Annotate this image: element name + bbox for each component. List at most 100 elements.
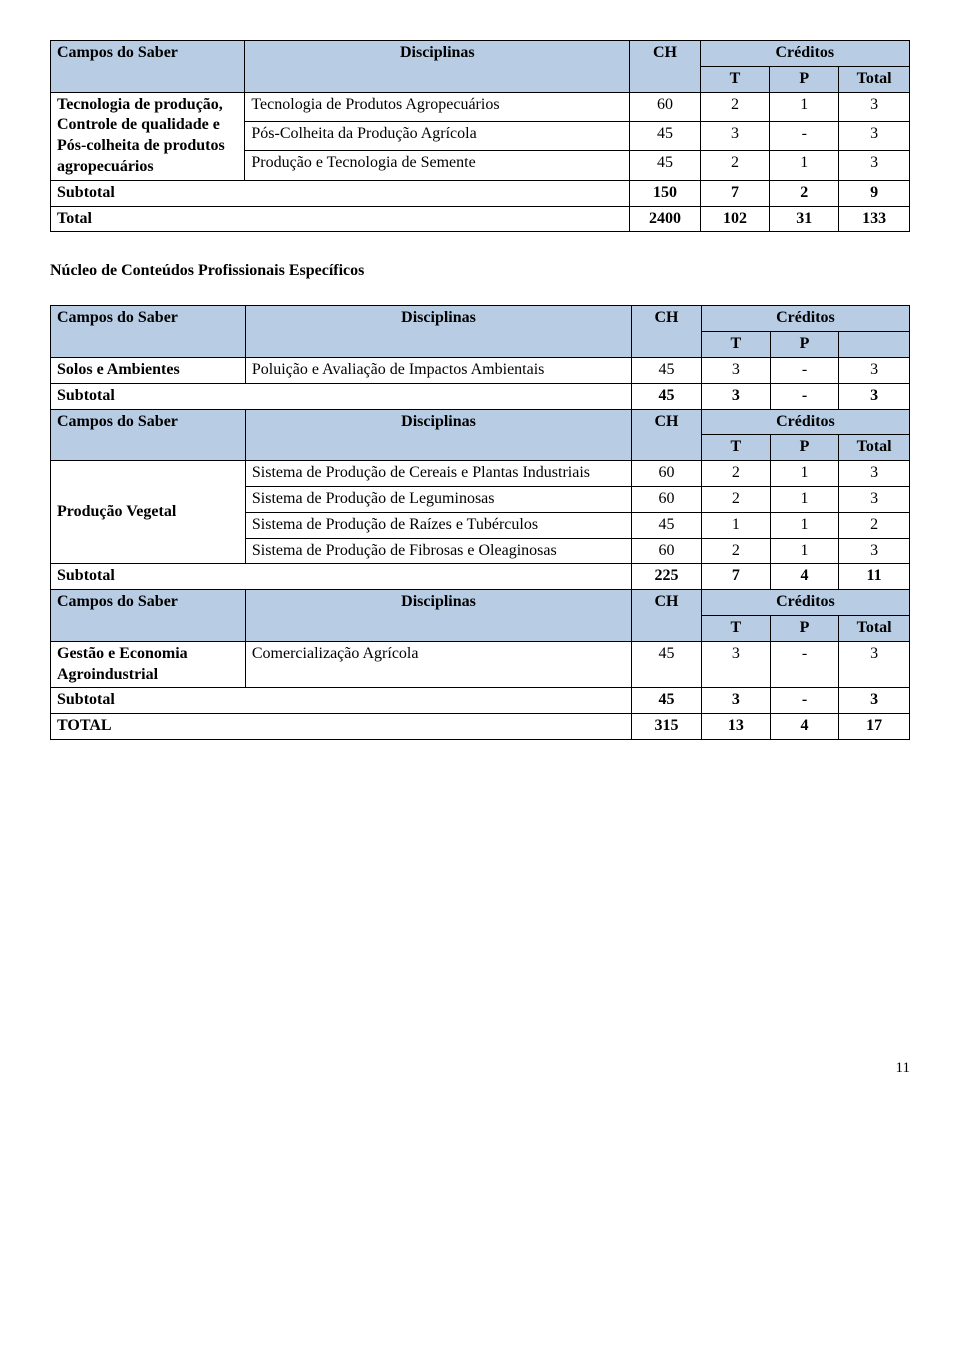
subtotal-ch: 225 xyxy=(632,564,702,590)
table-row: Produção Vegetal Sistema de Produção de … xyxy=(51,461,910,487)
table-row: Tecnologia de produção, Controle de qual… xyxy=(51,92,910,121)
grand-t: 102 xyxy=(700,206,770,232)
subtotal-total: 11 xyxy=(839,564,910,590)
cell-ch: 45 xyxy=(632,641,702,688)
subtotal-p: - xyxy=(770,688,838,714)
group-label: Tecnologia de produção, Controle de qual… xyxy=(51,92,245,180)
cell-ch: 60 xyxy=(632,461,702,487)
hdr-disc: Disciplinas xyxy=(245,590,631,642)
subtotal-ch: 45 xyxy=(632,383,702,409)
cell-ch: 45 xyxy=(632,357,702,383)
hdr-p: P xyxy=(770,66,839,92)
cell-disc: Sistema de Produção de Cereais e Plantas… xyxy=(245,461,631,487)
table-row: Gestão e Economia Agroindustrial Comerci… xyxy=(51,641,910,688)
cell-disc: Sistema de Produção de Leguminosas xyxy=(245,486,631,512)
subtotal-ch: 45 xyxy=(632,688,702,714)
subtotal-t: 3 xyxy=(701,688,770,714)
group-label: Produção Vegetal xyxy=(51,461,246,564)
hdr-total xyxy=(839,332,910,358)
hdr-total: Total xyxy=(839,66,910,92)
subtotal-row: Subtotal 150 7 2 9 xyxy=(51,180,910,206)
hdr-total: Total xyxy=(839,615,910,641)
subtotal-row: Subtotal 45 3 - 3 xyxy=(51,383,910,409)
cell-total: 3 xyxy=(839,121,910,150)
hdr-t: T xyxy=(701,615,770,641)
hdr-disc: Disciplinas xyxy=(245,306,631,358)
hdr-campos: Campos do Saber xyxy=(51,41,245,93)
cell-total: 3 xyxy=(839,641,910,688)
cell-ch: 60 xyxy=(632,486,702,512)
cell-disc: Poluição e Avaliação de Impactos Ambient… xyxy=(245,357,631,383)
grand-total: 17 xyxy=(839,714,910,740)
cell-t: 2 xyxy=(701,538,770,564)
hdr-creditos: Créditos xyxy=(701,409,909,435)
grand-total-row: TOTAL 315 13 4 17 xyxy=(51,714,910,740)
grand-label: Total xyxy=(51,206,630,232)
section-title: Núcleo de Conteúdos Profissionais Especí… xyxy=(50,262,910,280)
hdr-ch: CH xyxy=(630,41,700,93)
table-2: Campos do Saber Disciplinas CH Créditos … xyxy=(50,305,910,740)
page-number: 11 xyxy=(50,1060,910,1077)
grand-p: 4 xyxy=(770,714,838,740)
cell-total: 3 xyxy=(839,151,910,180)
subtotal-total: 3 xyxy=(839,383,910,409)
cell-disc: Tecnologia de Produtos Agropecuários xyxy=(245,92,630,121)
subtotal-row: Subtotal 225 7 4 11 xyxy=(51,564,910,590)
cell-total: 3 xyxy=(839,357,910,383)
table-1: Campos do Saber Disciplinas CH Créditos … xyxy=(50,40,910,232)
hdr-total: Total xyxy=(839,435,910,461)
hdr-p: P xyxy=(770,615,838,641)
cell-p: 1 xyxy=(770,538,838,564)
cell-total: 3 xyxy=(839,486,910,512)
hdr-ch: CH xyxy=(632,590,702,642)
cell-total: 2 xyxy=(839,512,910,538)
group-label: Gestão e Economia Agroindustrial xyxy=(51,641,246,688)
cell-p: 1 xyxy=(770,92,839,121)
subtotal-p: 4 xyxy=(770,564,838,590)
cell-disc: Sistema de Produção de Fibrosas e Oleagi… xyxy=(245,538,631,564)
grand-t: 13 xyxy=(701,714,770,740)
hdr-campos: Campos do Saber xyxy=(51,409,246,461)
subtotal-total: 9 xyxy=(839,180,910,206)
hdr-ch: CH xyxy=(632,409,702,461)
cell-disc: Produção e Tecnologia de Semente xyxy=(245,151,630,180)
cell-t: 2 xyxy=(700,151,770,180)
cell-p: 1 xyxy=(770,461,838,487)
subtotal-t: 7 xyxy=(700,180,770,206)
cell-disc: Sistema de Produção de Raízes e Tubércul… xyxy=(245,512,631,538)
subtotal-row: Subtotal 45 3 - 3 xyxy=(51,688,910,714)
hdr-creditos: Créditos xyxy=(701,590,909,616)
hdr-t: T xyxy=(701,332,770,358)
cell-t: 1 xyxy=(701,512,770,538)
hdr-ch: CH xyxy=(632,306,702,358)
cell-disc: Comercialização Agrícola xyxy=(245,641,631,688)
subtotal-p: - xyxy=(770,383,838,409)
cell-disc: Pós-Colheita da Produção Agrícola xyxy=(245,121,630,150)
hdr-campos: Campos do Saber xyxy=(51,590,246,642)
grand-label: TOTAL xyxy=(51,714,632,740)
cell-p: 1 xyxy=(770,486,838,512)
subtotal-t: 3 xyxy=(701,383,770,409)
cell-total: 3 xyxy=(839,461,910,487)
hdr-campos: Campos do Saber xyxy=(51,306,246,358)
grand-ch: 315 xyxy=(632,714,702,740)
subtotal-label: Subtotal xyxy=(51,180,630,206)
cell-t: 2 xyxy=(701,461,770,487)
subtotal-label: Subtotal xyxy=(51,383,632,409)
cell-t: 2 xyxy=(701,486,770,512)
cell-p: 1 xyxy=(770,151,839,180)
cell-ch: 60 xyxy=(632,538,702,564)
hdr-creditos: Créditos xyxy=(701,306,909,332)
subtotal-total: 3 xyxy=(839,688,910,714)
cell-p: - xyxy=(770,641,838,688)
cell-ch: 45 xyxy=(630,121,700,150)
group-label: Solos e Ambientes xyxy=(51,357,246,383)
table-row: Solos e Ambientes Poluição e Avaliação d… xyxy=(51,357,910,383)
hdr-t: T xyxy=(701,435,770,461)
cell-total: 3 xyxy=(839,92,910,121)
cell-p: 1 xyxy=(770,512,838,538)
cell-ch: 45 xyxy=(632,512,702,538)
subtotal-p: 2 xyxy=(770,180,839,206)
hdr-t: T xyxy=(700,66,770,92)
subtotal-label: Subtotal xyxy=(51,564,632,590)
